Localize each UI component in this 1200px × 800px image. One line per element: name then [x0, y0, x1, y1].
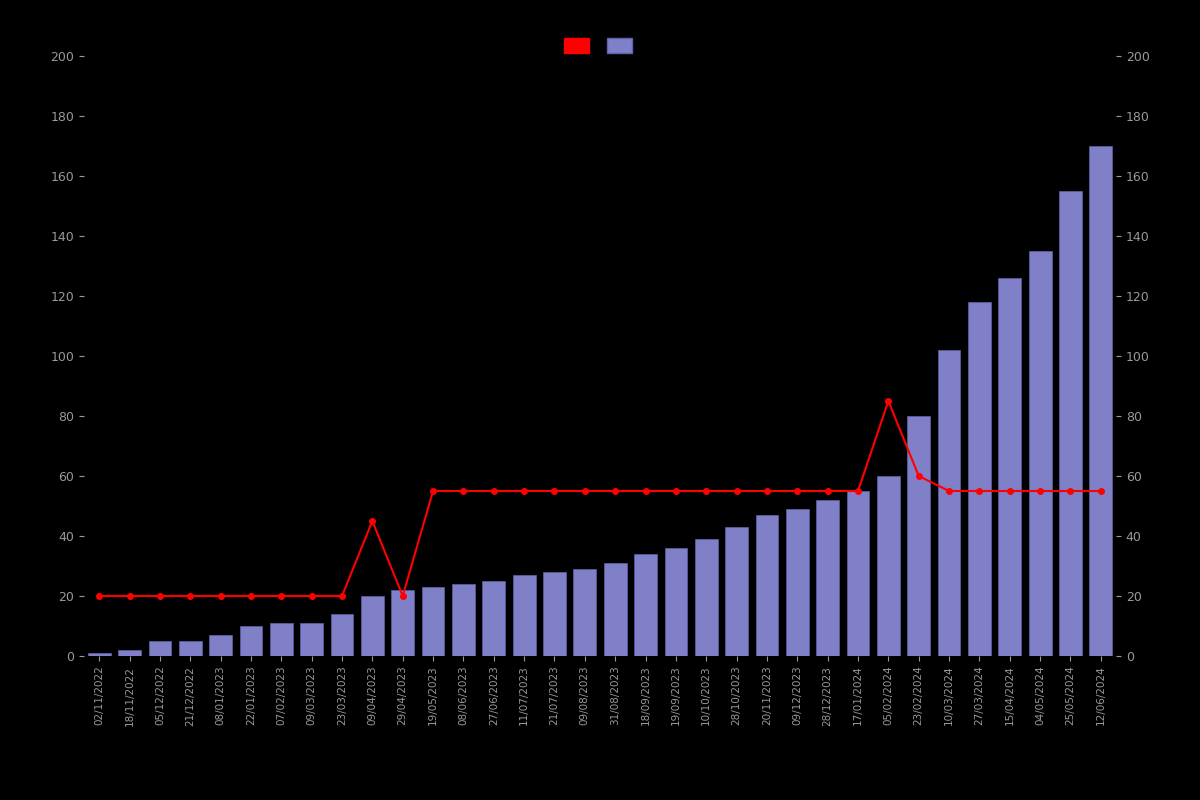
- Bar: [391, 590, 414, 656]
- Bar: [421, 587, 444, 656]
- Bar: [482, 581, 505, 656]
- Bar: [544, 572, 566, 656]
- Bar: [968, 302, 991, 656]
- Bar: [149, 641, 172, 656]
- Bar: [816, 500, 839, 656]
- Bar: [88, 653, 110, 656]
- Bar: [1028, 251, 1051, 656]
- Bar: [634, 554, 656, 656]
- Bar: [756, 515, 779, 656]
- Bar: [1090, 146, 1112, 656]
- Bar: [847, 491, 869, 656]
- Bar: [937, 350, 960, 656]
- Bar: [665, 548, 688, 656]
- Bar: [907, 416, 930, 656]
- Bar: [270, 623, 293, 656]
- Bar: [786, 509, 809, 656]
- Legend: , : ,: [558, 33, 642, 59]
- Bar: [240, 626, 263, 656]
- Bar: [877, 476, 900, 656]
- Bar: [604, 563, 626, 656]
- Bar: [998, 278, 1021, 656]
- Bar: [695, 539, 718, 656]
- Bar: [725, 527, 748, 656]
- Bar: [574, 569, 596, 656]
- Bar: [452, 584, 475, 656]
- Bar: [179, 641, 202, 656]
- Bar: [209, 635, 232, 656]
- Bar: [118, 650, 140, 656]
- Bar: [1060, 191, 1082, 656]
- Bar: [331, 614, 353, 656]
- Bar: [300, 623, 323, 656]
- Bar: [512, 575, 535, 656]
- Bar: [361, 596, 384, 656]
